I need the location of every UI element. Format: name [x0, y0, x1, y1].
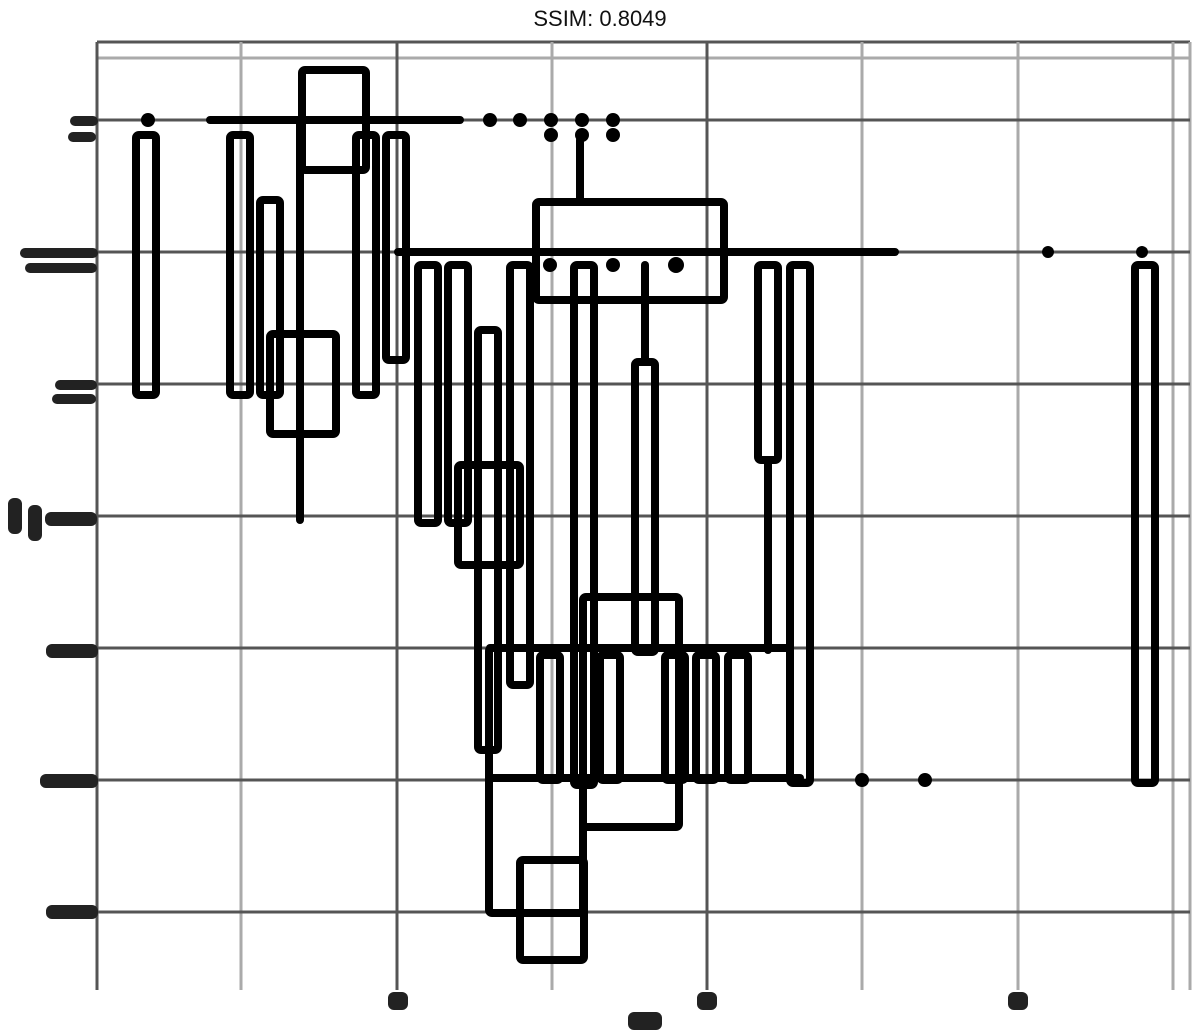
title: SSIM: 0.8049 [533, 6, 666, 31]
label-blobs [8, 116, 1028, 1030]
grid [95, 40, 1192, 990]
shapes [132, 66, 1159, 964]
